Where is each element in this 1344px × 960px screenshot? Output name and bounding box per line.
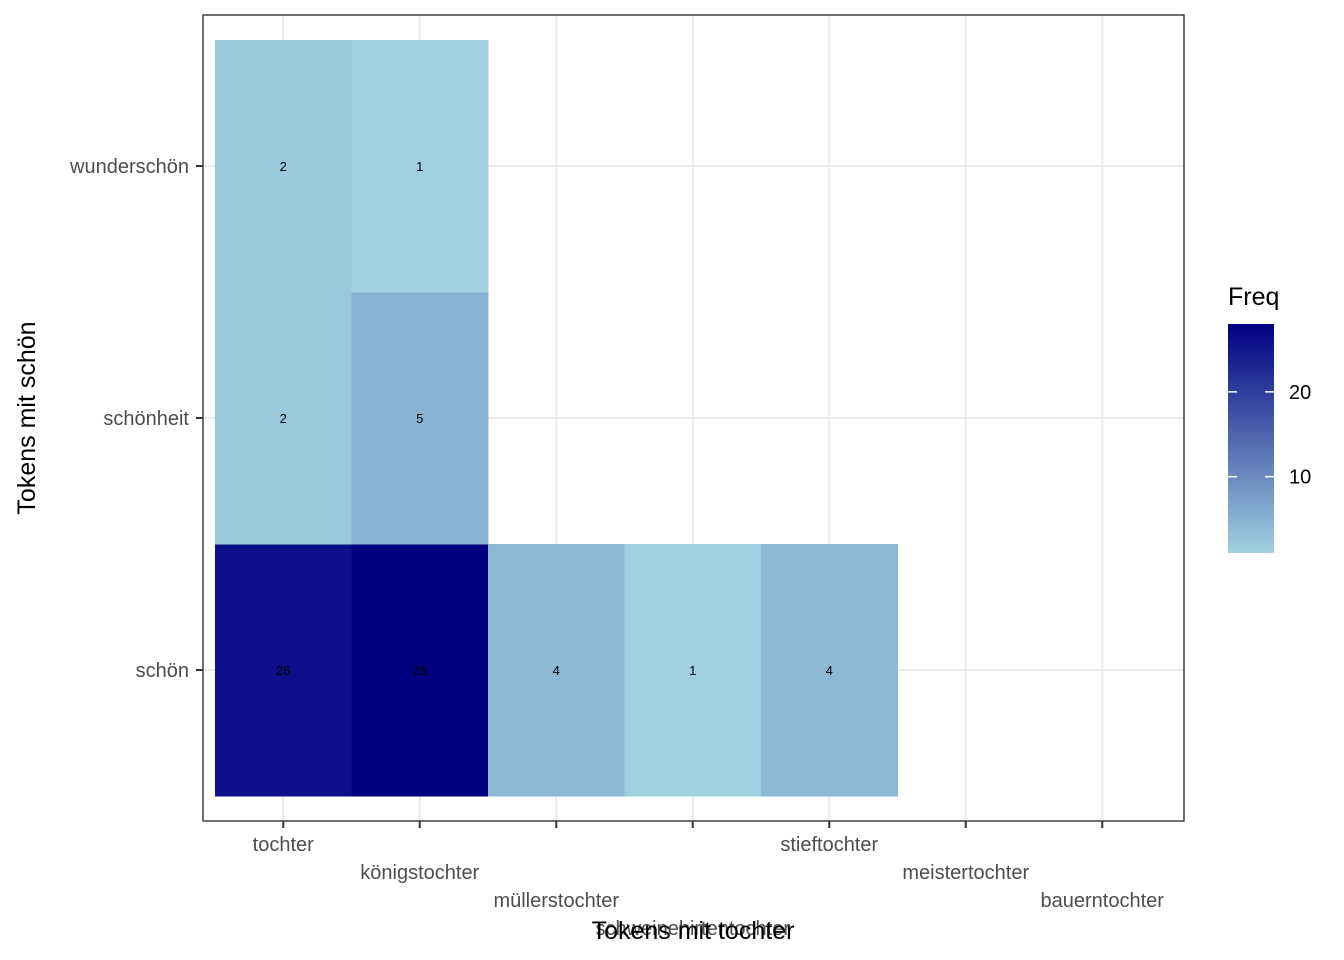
legend-title: Freq	[1228, 283, 1279, 311]
y-tick-label: schönheit	[103, 408, 189, 430]
heatmap-cell	[761, 544, 898, 797]
x-tick-label: stieftochter	[780, 834, 878, 856]
x-axis-title: Tokens mit tochter	[592, 917, 795, 945]
cell-value-label: 28	[413, 663, 427, 678]
legend-tick-label: 10	[1289, 467, 1311, 489]
y-axis-ticks: schön schönheit wunderschön	[69, 156, 203, 682]
legend: Freq 10 20	[1228, 283, 1311, 553]
x-tick-label: schweinehirtentochter	[595, 918, 790, 940]
heatmap-cell	[624, 544, 762, 797]
x-tick-label: tochter	[253, 834, 314, 856]
legend-ticks: 10 20	[1228, 382, 1311, 489]
cell-value-label: 1	[416, 159, 423, 174]
x-tick-label: königstochter	[360, 862, 479, 884]
cell-value-label: 2	[280, 159, 287, 174]
x-tick-label: meistertochter	[902, 862, 1029, 884]
cell-labels: 26 28 4 1 4 2 5 2 1	[276, 159, 833, 678]
x-axis-ticks: tochter königstochter müllerstochter schwei…	[253, 821, 1165, 940]
cell-value-label: 1	[689, 663, 696, 678]
legend-colorbar	[1228, 324, 1274, 553]
heatmap-cell	[351, 292, 489, 545]
cell-value-label: 2	[280, 411, 287, 426]
y-tick-label: wunderschön	[69, 156, 189, 178]
cell-value-label: 4	[826, 663, 833, 678]
cell-value-label: 5	[416, 411, 423, 426]
y-tick-label: schön	[136, 660, 189, 682]
heatmap-cell	[215, 544, 352, 797]
heatmap-cell	[215, 292, 352, 545]
legend-tick-label: 20	[1289, 382, 1311, 404]
cell-value-label: 4	[553, 663, 560, 678]
y-axis-title: Tokens mit schön	[13, 321, 41, 514]
heatmap-cell	[215, 40, 352, 293]
heatmap-cell	[488, 544, 625, 797]
x-tick-label: bauerntochter	[1041, 890, 1165, 912]
cell-value-label: 26	[276, 663, 290, 678]
heatmap-cell	[351, 544, 489, 797]
x-tick-label: müllerstochter	[493, 890, 619, 912]
heatmap-cell	[351, 40, 489, 293]
heatmap-cells	[215, 40, 898, 797]
